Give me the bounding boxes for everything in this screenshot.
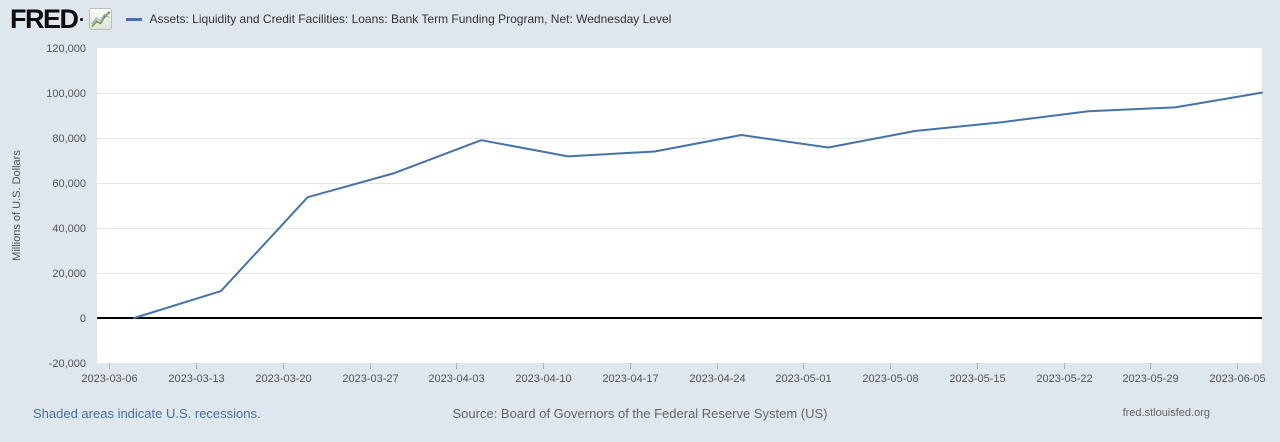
footer: Shaded areas indicate U.S. recessions. S… — [0, 404, 1280, 424]
series-title: Assets: Liquidity and Credit Facilities:… — [149, 12, 672, 26]
x-axis-tick-label: 2023-06-05 — [1209, 373, 1265, 385]
y-axis-tick-label: -20,000 — [49, 358, 86, 370]
x-axis-tick-label: 2023-03-20 — [255, 373, 311, 385]
y-axis-tick-label: 80,000 — [52, 133, 86, 145]
legend-line-swatch — [125, 17, 142, 21]
y-axis-tick-label: 40,000 — [52, 223, 86, 235]
x-axis-tick-label: 2023-03-27 — [342, 373, 398, 385]
x-axis-tick-label: 2023-04-24 — [689, 373, 745, 385]
y-axis-title: Millions of U.S. Dollars — [11, 150, 23, 261]
series-legend[interactable]: Assets: Liquidity and Credit Facilities:… — [125, 12, 672, 26]
y-axis-tick-label: 100,000 — [46, 88, 86, 100]
x-axis-tick-label: 2023-04-10 — [515, 373, 571, 385]
recessions-note-link[interactable]: Shaded areas indicate U.S. recessions. — [33, 406, 261, 421]
plot-area[interactable] — [97, 48, 1262, 363]
y-axis-tick-label: 60,000 — [52, 178, 86, 190]
source-attribution: Source: Board of Governors of the Federa… — [452, 406, 828, 421]
x-axis-tick-label: 2023-03-06 — [81, 373, 137, 385]
y-axis-tick-label: 20,000 — [52, 268, 86, 280]
fred-logo[interactable]: FRED — [10, 3, 112, 34]
series-line[interactable] — [133, 91, 1263, 319]
fred-site-link[interactable]: fred.stlouisfed.org — [1122, 407, 1210, 419]
x-axis-tick-label: 2023-04-03 — [428, 373, 484, 385]
x-axis-tick-label: 2023-05-22 — [1036, 373, 1092, 385]
fred-graph-icon — [88, 8, 112, 30]
x-axis-tick-label: 2023-03-13 — [168, 373, 224, 385]
x-axis-tick-label: 2023-05-08 — [862, 373, 918, 385]
x-axis-tick-label: 2023-05-29 — [1122, 373, 1178, 385]
registered-mark-dot — [79, 17, 83, 21]
x-axis-tick-label: 2023-05-15 — [949, 373, 1005, 385]
y-axis-tick-label: 120,000 — [46, 43, 86, 55]
header: FRED Assets: Liquidity and Credit Facili… — [0, 0, 1280, 38]
fred-logo-text: FRED — [10, 3, 79, 34]
x-axis-tick-label: 2023-05-01 — [775, 373, 831, 385]
x-axis-tick-label: 2023-04-17 — [602, 373, 658, 385]
y-axis-tick-label: 0 — [80, 313, 86, 325]
